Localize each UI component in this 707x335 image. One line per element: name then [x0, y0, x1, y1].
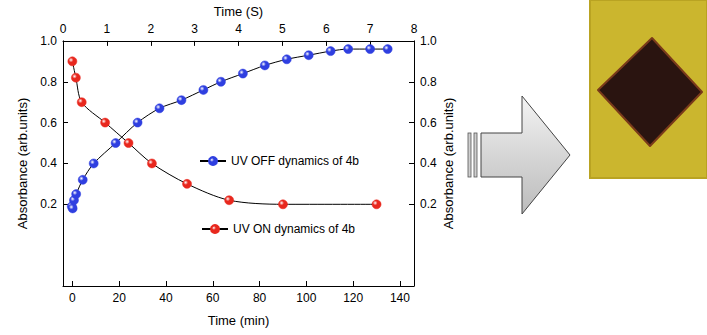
svg-text:0: 0	[69, 291, 76, 305]
svg-text:60: 60	[206, 291, 220, 305]
svg-text:Time (min): Time (min)	[208, 313, 270, 328]
svg-text:UV OFF dynamics of 4b: UV OFF dynamics of 4b	[231, 154, 359, 168]
svg-text:3: 3	[191, 22, 198, 36]
svg-text:0.8: 0.8	[40, 75, 57, 89]
svg-text:0.8: 0.8	[420, 75, 437, 89]
svg-text:UV ON dynamics of 4b: UV ON dynamics of 4b	[233, 222, 355, 236]
svg-text:Absorbance (arb.units): Absorbance (arb.units)	[441, 98, 456, 230]
svg-text:80: 80	[253, 291, 267, 305]
svg-text:0.6: 0.6	[420, 116, 437, 130]
svg-text:40: 40	[159, 291, 173, 305]
svg-text:20: 20	[112, 291, 126, 305]
svg-text:100: 100	[296, 291, 316, 305]
svg-text:4: 4	[235, 22, 242, 36]
svg-text:5: 5	[279, 22, 286, 36]
svg-text:1: 1	[104, 22, 111, 36]
svg-text:0.4: 0.4	[420, 156, 437, 170]
svg-text:7: 7	[367, 22, 374, 36]
svg-text:Absorbance (arb.units): Absorbance (arb.units)	[15, 98, 30, 230]
svg-text:1.0: 1.0	[420, 34, 437, 48]
svg-text:2: 2	[147, 22, 154, 36]
svg-text:0.4: 0.4	[40, 156, 57, 170]
svg-text:120: 120	[343, 291, 363, 305]
svg-text:0.2: 0.2	[40, 197, 57, 211]
svg-text:1.0: 1.0	[40, 34, 57, 48]
svg-text:140: 140	[390, 291, 410, 305]
svg-text:Time (S): Time (S)	[214, 4, 263, 19]
svg-text:8: 8	[411, 22, 418, 36]
svg-text:0: 0	[60, 22, 67, 36]
svg-text:0.2: 0.2	[420, 197, 437, 211]
svg-text:0.6: 0.6	[40, 116, 57, 130]
svg-text:6: 6	[323, 22, 330, 36]
